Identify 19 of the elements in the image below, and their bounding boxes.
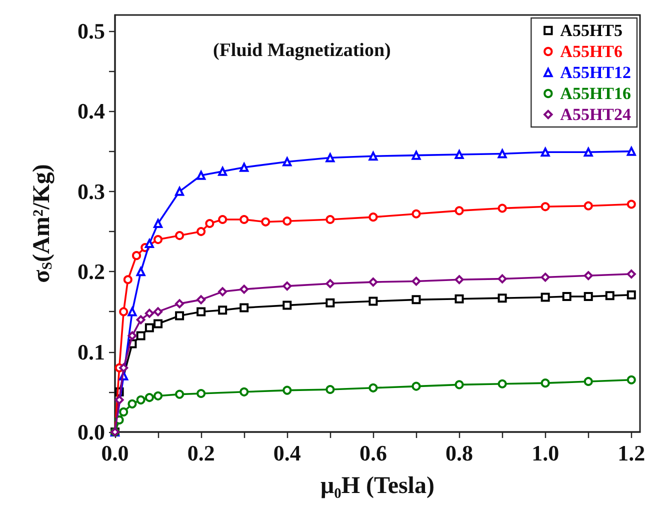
x-tick-label: 1.2 [618, 440, 646, 466]
legend-label: A55HT5 [560, 21, 623, 40]
x-tick-label: 1.0 [532, 440, 560, 466]
text: (Fluid Magnetization) [213, 40, 391, 61]
y-tick-label: 0.4 [78, 98, 105, 124]
x-tick-label: 0.8 [446, 440, 474, 466]
y-tick-label: 0.1 [78, 339, 105, 364]
legend-label: A55HT16 [560, 84, 632, 103]
y-tick-label: 0.3 [78, 178, 105, 204]
y-axis-title: σS(Am²/Kg) [29, 164, 56, 283]
y-tick-label: 0.5 [78, 18, 105, 44]
x-tick-label: 0.2 [187, 440, 215, 466]
legend-label: A55HT6 [560, 42, 623, 61]
legend-label: A55HT24 [560, 105, 632, 124]
x-axis-title: μ₀H (Tesla) [320, 473, 434, 499]
x-tick-label: 0.4 [273, 440, 301, 466]
legend-label: A55HT12 [560, 63, 632, 82]
x-tick-label: 0.6 [359, 440, 387, 466]
y-tick-label: 0.2 [78, 259, 105, 284]
